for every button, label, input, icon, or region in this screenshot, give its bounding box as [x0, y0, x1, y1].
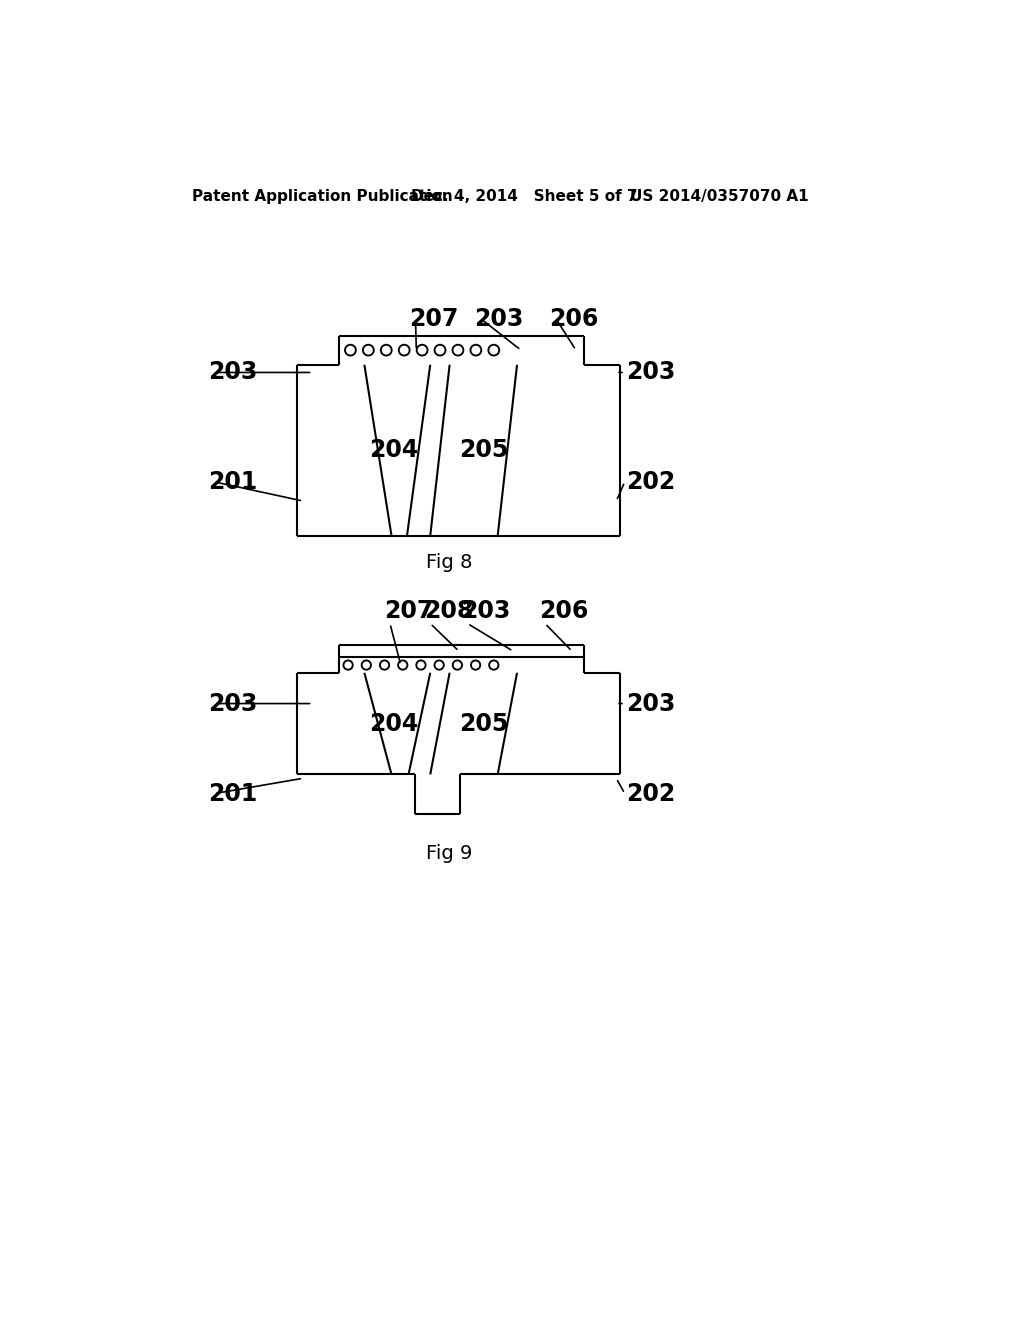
Text: 205: 205 [459, 711, 508, 735]
Text: 201: 201 [208, 781, 257, 805]
Text: 206: 206 [550, 306, 599, 330]
Text: 203: 203 [627, 360, 676, 384]
Text: 205: 205 [459, 438, 508, 462]
Text: 208: 208 [424, 599, 473, 623]
Text: 203: 203 [208, 360, 257, 384]
Text: 207: 207 [384, 599, 433, 623]
Text: 203: 203 [474, 306, 524, 330]
Text: 203: 203 [208, 692, 257, 715]
Text: US 2014/0357070 A1: US 2014/0357070 A1 [630, 189, 809, 205]
Text: Fig 9: Fig 9 [426, 843, 473, 863]
Text: 204: 204 [369, 711, 418, 735]
Text: 202: 202 [627, 470, 676, 494]
Text: 202: 202 [627, 781, 676, 805]
Text: 207: 207 [410, 306, 459, 330]
Text: Patent Application Publication: Patent Application Publication [191, 189, 453, 205]
Text: 201: 201 [208, 470, 257, 494]
Text: Dec. 4, 2014   Sheet 5 of 7: Dec. 4, 2014 Sheet 5 of 7 [411, 189, 638, 205]
Text: 203: 203 [461, 599, 511, 623]
Text: 206: 206 [539, 599, 588, 623]
Text: 204: 204 [369, 438, 418, 462]
Text: Fig 8: Fig 8 [426, 553, 473, 572]
Text: 203: 203 [627, 692, 676, 715]
